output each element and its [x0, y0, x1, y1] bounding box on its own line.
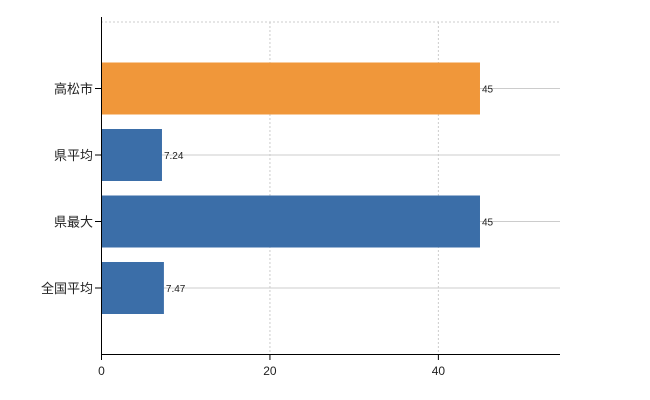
- data-label: 45: [482, 218, 494, 229]
- data-label: 7.24: [164, 151, 184, 162]
- bars: [101, 62, 480, 314]
- x-tick-label: 0: [98, 364, 105, 378]
- bar: [101, 62, 480, 115]
- category-label: 高松市: [54, 82, 93, 98]
- axes: [95, 17, 560, 360]
- category-label: 県平均: [54, 149, 93, 164]
- data-label: 45: [482, 85, 494, 96]
- bar: [101, 262, 164, 314]
- category-label: 県最大: [54, 216, 93, 231]
- bar: [101, 129, 162, 181]
- x-tick-label: 40: [432, 364, 446, 378]
- data-label: 7.47: [166, 284, 186, 295]
- bar: [101, 195, 480, 248]
- category-label: 全国平均: [41, 281, 93, 297]
- x-tick-label: 20: [263, 364, 277, 378]
- grid-lines: [101, 21, 560, 354]
